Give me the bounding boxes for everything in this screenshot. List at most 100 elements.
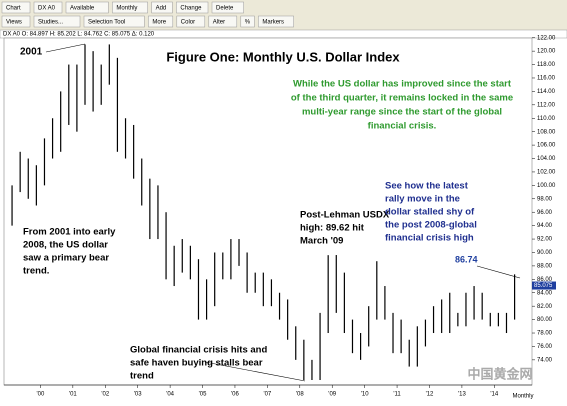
x-tick-label: '02 [101,392,109,398]
annotation: While the US dollar has improved since t… [293,79,512,90]
last-price-label: 85.075 [534,283,553,289]
button-label: Markers [262,20,284,26]
y-tick-label: 88.00 [537,263,553,269]
annotation: of the third quarter, it remains locked … [291,93,513,104]
annotation: From 2001 into early [23,227,116,238]
x-tick-label: '03 [134,392,142,398]
y-tick-label: 90.00 [537,250,553,256]
annotation: 86.74 [455,254,478,264]
button-label: Alter [213,20,225,26]
button[interactable] [33,15,81,28]
button[interactable] [148,15,174,28]
annotation: high: 89.62 hit [300,223,365,234]
annotation: Global financial crisis hits and [130,345,267,356]
y-tick-label: 100.00 [537,183,556,189]
button-label: Monthly [116,6,137,12]
y-tick-label: 76.00 [537,344,553,350]
button-label: Chart [6,6,21,12]
x-tick-label: '13 [458,392,466,398]
annotation: rally move in the [385,194,460,205]
button-label: Delete [216,6,234,12]
button[interactable] [1,15,31,28]
annotation: safe haven buying stalls bear [130,358,263,369]
button-label: DX A0 [38,6,56,12]
chart-title: Figure One: Monthly U.S. Dollar Index [166,49,400,64]
button[interactable] [151,1,173,14]
y-tick-label: 74.00 [537,357,553,363]
y-tick-label: 78.00 [537,331,553,337]
x-tick-label: '04 [166,392,174,398]
y-tick-label: 114.00 [537,89,556,95]
y-tick-label: 110.00 [537,116,556,122]
button[interactable] [208,15,238,28]
y-tick-label: 104.00 [537,156,556,162]
annotation: financial crisis. [368,121,437,132]
x-tick-label: '06 [231,392,239,398]
button-label: Change [180,6,202,12]
annotation: the post 2008-global [385,220,477,231]
y-tick-label: 92.00 [537,237,553,243]
y-tick-label: 122.00 [537,35,556,41]
button-label: Add [156,6,167,12]
x-tick-label: '08 [296,392,304,398]
x-tick-label: '10 [361,392,369,398]
button[interactable] [1,1,31,14]
button-label: Color [181,20,195,26]
x-tick-label: '12 [426,392,434,398]
x-tick-label: '07 [263,392,271,398]
y-tick-label: 108.00 [537,129,556,135]
button[interactable] [211,1,244,14]
period-label: Monthly [512,394,533,400]
x-tick-label: '05 [199,392,207,398]
button-label: Studies... [38,20,63,26]
last-price-box [532,281,556,290]
y-tick-label: 102.00 [537,170,556,176]
annotation: trend [130,371,154,382]
button-label: More [152,20,166,26]
y-tick-label: 96.00 [537,210,553,216]
button[interactable] [176,15,206,28]
button[interactable] [240,15,255,28]
button-label: Selection Tool [88,20,125,26]
annotation: 2001 [20,47,43,58]
button[interactable] [176,1,209,14]
button[interactable] [33,1,63,14]
y-tick-label: 116.00 [537,76,556,82]
watermark: 中国黄金网 [467,366,532,381]
annotation: financial crisis high [385,233,474,244]
annotation: March '09 [300,236,343,247]
y-tick-label: 106.00 [537,143,556,149]
y-tick-label: 84.00 [537,290,553,296]
y-tick-label: 112.00 [537,102,556,108]
quote-line: DX A0 O: 84.897 H: 85.202 L: 84.762 C: 8… [3,32,155,38]
y-tick-label: 80.00 [537,317,553,323]
annotation: saw a primary bear [23,253,109,264]
arrow [476,265,521,279]
x-tick-label: '00 [37,392,45,398]
arrow [204,361,306,382]
y-tick-label: 118.00 [537,62,556,68]
annotation: See how the latest [385,181,469,192]
arrow [45,43,86,53]
x-tick-label: '11 [393,392,401,398]
annotation: multi-year range since the start of the … [302,107,502,118]
y-tick-label: 94.00 [537,223,553,229]
annotation: Post-Lehman USDX [300,210,390,221]
button-label: Available [70,6,95,12]
x-tick-label: '14 [490,392,498,398]
y-tick-label: 98.00 [537,196,553,202]
button-label: Views [6,20,22,26]
x-tick-label: '09 [328,392,336,398]
annotation: dollar stalled shy of [385,207,475,218]
annotation: 2008, the US dollar [23,240,108,251]
button[interactable] [65,1,109,14]
y-tick-label: 120.00 [537,49,556,55]
button[interactable] [112,1,148,14]
annotation: trend. [23,266,49,277]
button[interactable] [83,15,145,28]
button[interactable] [258,15,294,28]
y-tick-label: 82.00 [537,304,553,310]
y-tick-label: 86.00 [537,277,553,283]
x-tick-label: '01 [69,392,77,398]
